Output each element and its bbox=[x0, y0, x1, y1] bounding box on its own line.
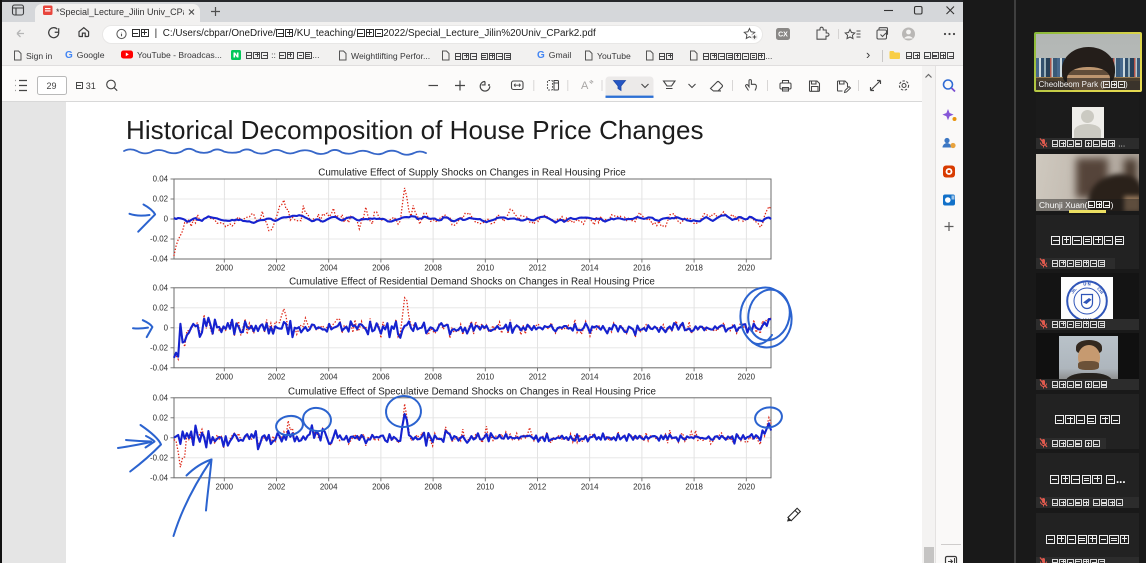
svg-text:U·N: U·N bbox=[1083, 281, 1090, 286]
svg-text:CHI: CHI bbox=[1096, 286, 1104, 295]
svg-text:JIL: JIL bbox=[1070, 286, 1078, 294]
